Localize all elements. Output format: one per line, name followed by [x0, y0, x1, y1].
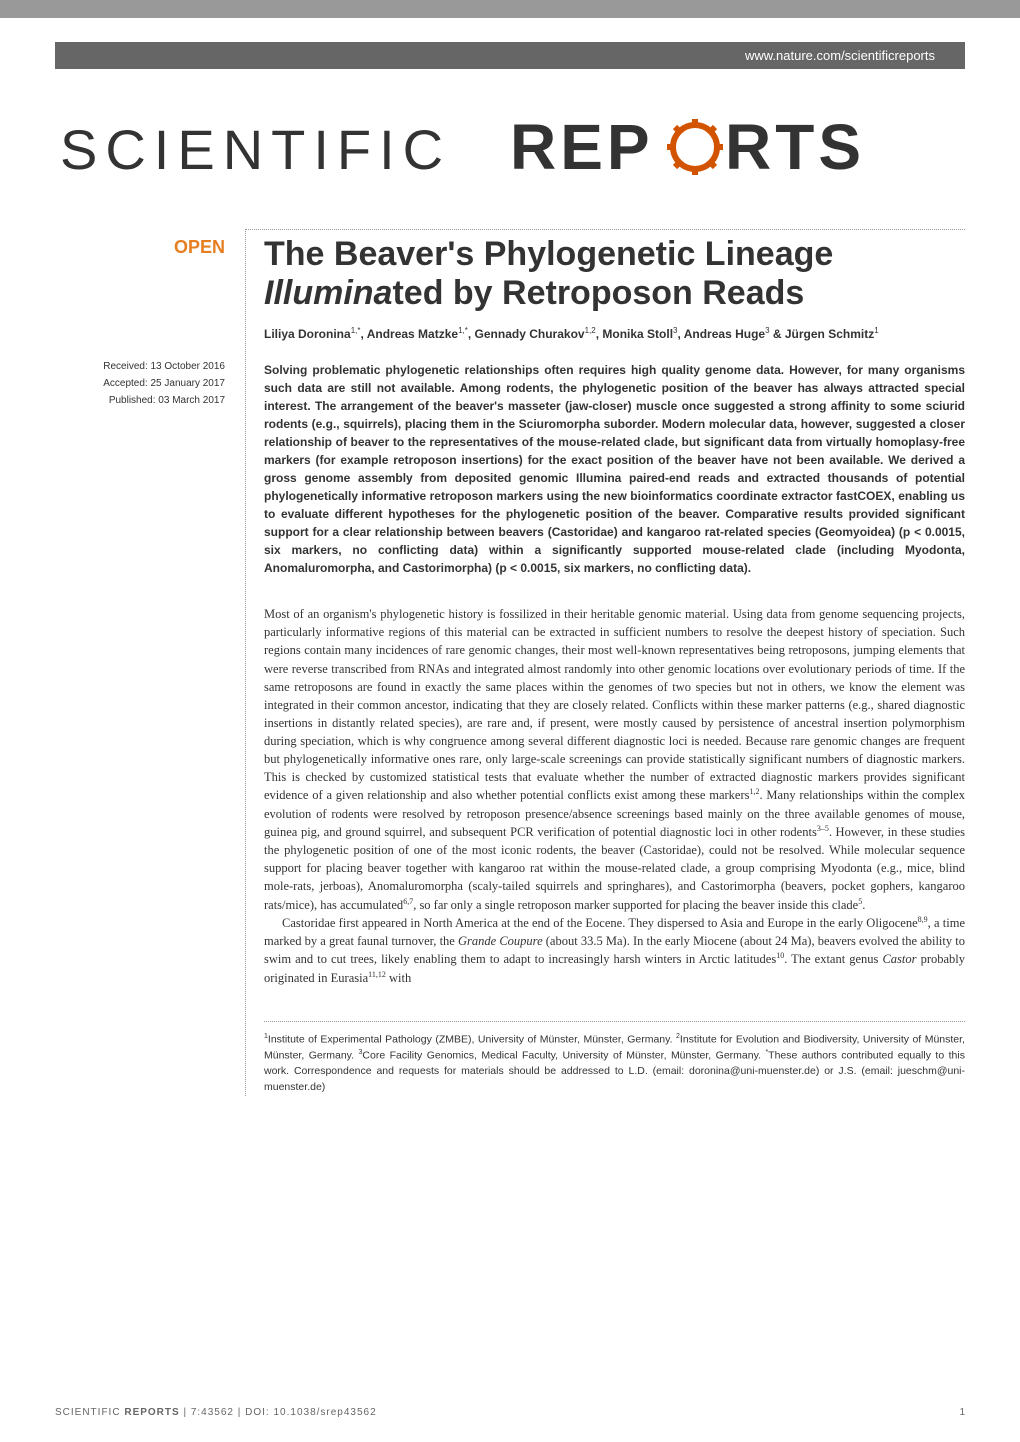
body-text: Most of an organism's phylogenetic histo…: [264, 605, 965, 987]
citation-prefix: SCIENTIFIC: [55, 1407, 124, 1418]
authors: Liliya Doronina1,*, Andreas Matzke1,*, G…: [264, 325, 965, 343]
content-area: OPEN Received: 13 October 2016 Accepted:…: [55, 229, 965, 1096]
p2-italic2: Castor: [882, 952, 916, 966]
body-paragraph-2: Castoridae first appeared in North Ameri…: [264, 914, 965, 987]
title-italic: Illumina: [264, 274, 392, 312]
p2-italic1: Grande Coupure: [458, 934, 543, 948]
left-column: OPEN Received: 13 October 2016 Accepted:…: [55, 229, 225, 1096]
right-column: The Beaver's Phylogenetic Lineage Illumi…: [245, 229, 965, 1096]
affiliations: 1Institute of Experimental Pathology (ZM…: [264, 1021, 965, 1096]
accepted-date: Accepted: 25 January 2017: [55, 375, 225, 392]
footer-citation: SCIENTIFIC REPORTS | 7:43562 | DOI: 10.1…: [55, 1407, 377, 1418]
svg-text:SCIENTIFIC: SCIENTIFIC: [60, 118, 451, 181]
title-part1: The Beaver's Phylogenetic Lineage: [264, 235, 833, 273]
abstract: Solving problematic phylogenetic relatio…: [264, 361, 965, 577]
journal-logo: SCIENTIFIC REP RTS: [55, 109, 965, 189]
scientific-reports-logo: SCIENTIFIC REP RTS: [60, 109, 960, 189]
received-date: Received: 13 October 2016: [55, 358, 225, 375]
published-date: Published: 03 March 2017: [55, 392, 225, 409]
body-paragraph-1: Most of an organism's phylogenetic histo…: [264, 605, 965, 914]
open-access-badge: OPEN: [55, 237, 225, 258]
svg-text:RTS: RTS: [725, 111, 865, 183]
header-url: www.nature.com/scientificreports: [55, 42, 965, 69]
citation-rest: | 7:43562 | DOI: 10.1038/srep43562: [180, 1407, 377, 1418]
article-title: The Beaver's Phylogenetic Lineage Illumi…: [264, 229, 965, 313]
top-grey-bar: [0, 0, 1020, 18]
footer: SCIENTIFIC REPORTS | 7:43562 | DOI: 10.1…: [55, 1407, 965, 1418]
dotted-border-top: [246, 229, 965, 230]
article-dates: Received: 13 October 2016 Accepted: 25 J…: [55, 358, 225, 409]
title-part2: ted by Retroposon Reads: [392, 274, 804, 312]
page-number: 1: [959, 1407, 965, 1418]
svg-text:REP: REP: [510, 111, 654, 183]
citation-bold: REPORTS: [124, 1407, 179, 1418]
